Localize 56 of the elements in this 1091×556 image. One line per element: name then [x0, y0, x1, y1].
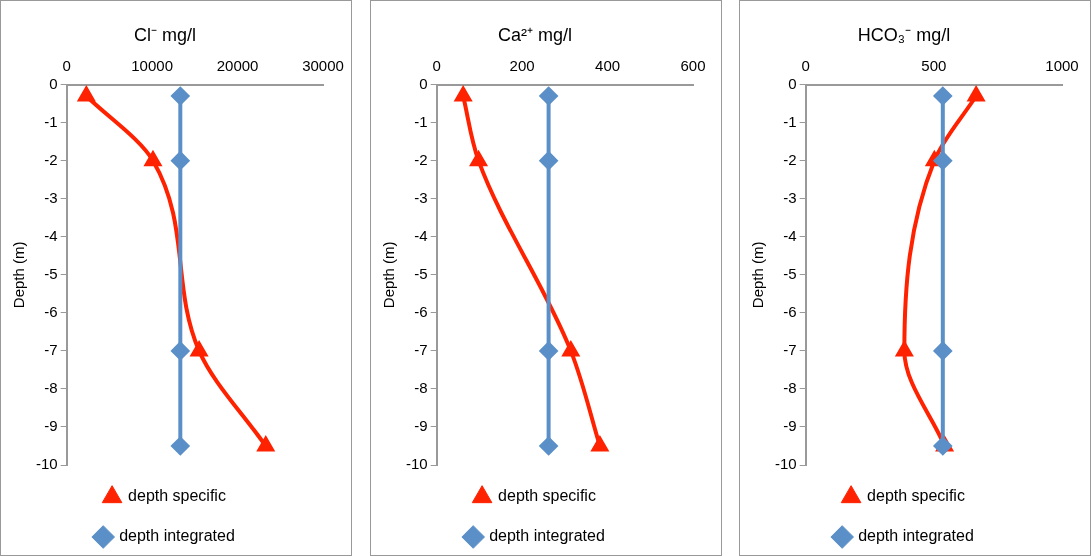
x-tick-label: 0 — [801, 56, 810, 74]
y-tick-label: -3 — [44, 188, 58, 206]
x-tick-label: 500 — [921, 56, 947, 74]
legend-label: depth integrated — [489, 527, 605, 545]
y-tick-label: -6 — [44, 302, 58, 320]
y-tick-label: -10 — [774, 455, 797, 473]
y-tick-label: -10 — [35, 455, 58, 473]
x-tick-label: 20000 — [216, 56, 259, 74]
y-axis-title: Depth (m) — [380, 241, 398, 309]
y-tick-label: -3 — [783, 188, 797, 206]
x-tick-label: 0 — [432, 56, 441, 74]
y-tick-label: 0 — [788, 74, 797, 92]
x-tick-label: 0 — [62, 56, 71, 74]
chart-title: Ca²⁺ mg/l — [497, 24, 573, 45]
y-tick-label: -3 — [414, 188, 428, 206]
y-tick-label: -10 — [405, 455, 428, 473]
y-tick-label: -2 — [783, 150, 797, 168]
y-tick-label: -8 — [783, 379, 797, 397]
y-tick-label: -9 — [414, 417, 428, 435]
chart-title: HCO₃⁻ mg/l — [857, 24, 951, 45]
y-tick-label: 0 — [419, 74, 428, 92]
y-tick-label: -9 — [783, 417, 797, 435]
x-tick-label: 30000 — [302, 56, 344, 74]
y-tick-label: -4 — [783, 226, 797, 244]
y-tick-label: -8 — [414, 379, 428, 397]
y-tick-label: -1 — [783, 112, 797, 130]
legend-label: depth integrated — [119, 527, 235, 545]
x-tick-label: 400 — [595, 56, 621, 74]
y-tick-label: -7 — [783, 341, 797, 359]
y-tick-label: -5 — [414, 264, 428, 282]
y-tick-label: -6 — [783, 302, 797, 320]
y-tick-label: -8 — [44, 379, 58, 397]
y-tick-label: -1 — [44, 112, 58, 130]
y-tick-label: -7 — [414, 341, 428, 359]
legend-label: depth specific — [867, 487, 965, 505]
x-tick-label: 10000 — [131, 56, 173, 74]
legend-label: depth specific — [128, 487, 226, 505]
y-tick-label: -5 — [44, 264, 58, 282]
y-tick-label: -2 — [44, 150, 58, 168]
x-tick-label: 1000 — [1045, 56, 1079, 74]
legend-label: depth specific — [498, 487, 596, 505]
y-tick-label: -5 — [783, 264, 797, 282]
y-tick-label: -1 — [414, 112, 428, 130]
y-tick-label: 0 — [49, 74, 58, 92]
y-tick-label: -9 — [44, 417, 58, 435]
y-tick-label: -7 — [44, 341, 58, 359]
x-tick-label: 600 — [680, 56, 706, 74]
legend-label: depth integrated — [858, 527, 974, 545]
y-tick-label: -6 — [414, 302, 428, 320]
y-axis-title: Depth (m) — [10, 241, 28, 309]
y-tick-label: -4 — [44, 226, 58, 244]
x-tick-label: 200 — [509, 56, 535, 74]
y-tick-label: -2 — [414, 150, 428, 168]
y-tick-label: -4 — [414, 226, 428, 244]
y-axis-title: Depth (m) — [749, 241, 767, 309]
chart-title: Cl⁻ mg/l — [133, 24, 197, 45]
